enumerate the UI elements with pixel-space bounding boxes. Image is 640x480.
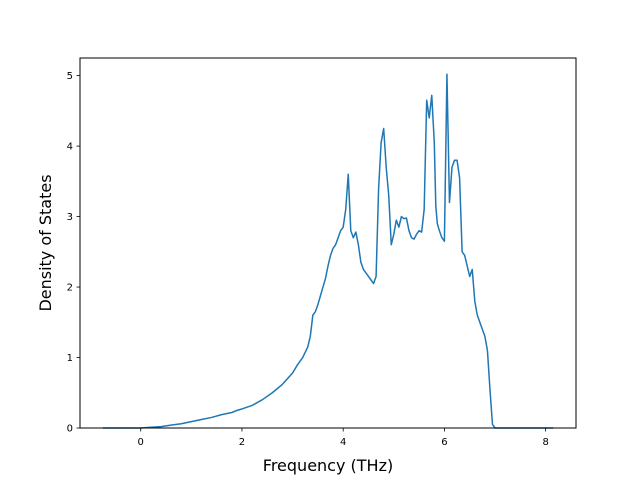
x-tick-label: 8 bbox=[542, 437, 548, 448]
dos-series-line-0 bbox=[102, 73, 554, 429]
x-axis-label: Frequency (THz) bbox=[263, 456, 393, 475]
y-axis-label: Density of States bbox=[36, 174, 55, 311]
y-tick-label: 2 bbox=[67, 283, 73, 294]
x-tick-label: 6 bbox=[441, 437, 447, 448]
axis-ticks: 0 2 4 6 8 0 1 2 3 4 5 bbox=[67, 71, 549, 448]
plot-area bbox=[102, 73, 554, 429]
y-tick-label: 4 bbox=[67, 142, 73, 153]
axes-frame bbox=[79, 57, 577, 429]
y-tick-label: 5 bbox=[67, 71, 73, 82]
y-tick-label: 1 bbox=[67, 353, 73, 364]
x-tick-label: 4 bbox=[340, 437, 346, 448]
x-tick-label: 0 bbox=[138, 437, 144, 448]
y-tick-label: 3 bbox=[67, 212, 73, 223]
y-tick-label: 0 bbox=[67, 424, 73, 435]
x-tick-label: 2 bbox=[239, 437, 245, 448]
